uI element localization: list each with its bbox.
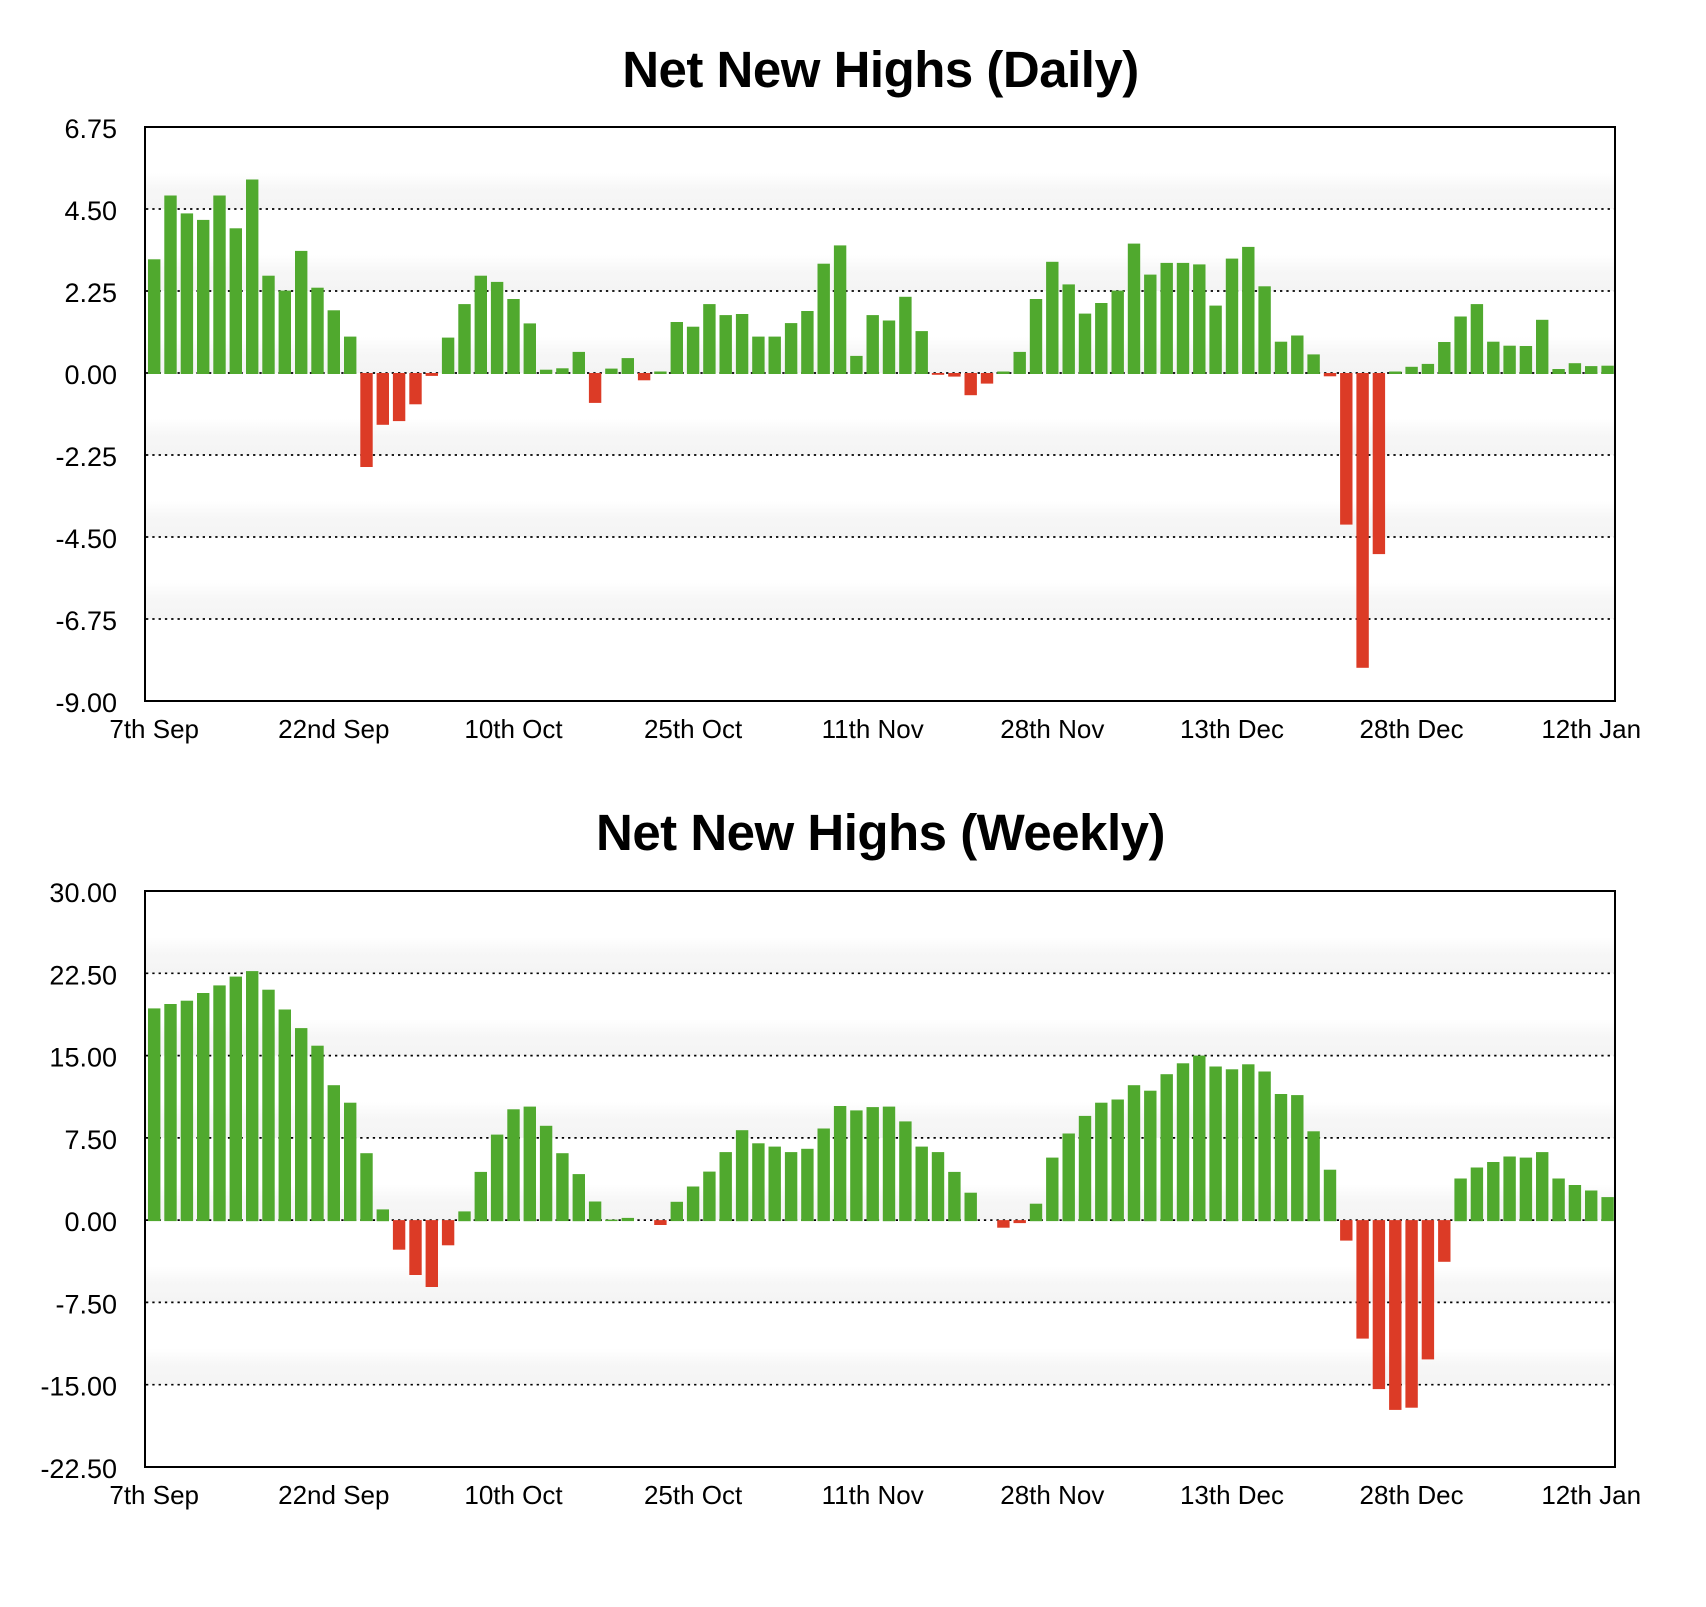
svg-text:28th Nov: 28th Nov — [1000, 1480, 1104, 1510]
svg-text:25th Oct: 25th Oct — [644, 714, 743, 744]
svg-text:13th Dec: 13th Dec — [1180, 1480, 1284, 1510]
svg-text:-4.50: -4.50 — [55, 524, 117, 554]
svg-text:28th Nov: 28th Nov — [1000, 714, 1104, 744]
svg-text:10th Oct: 10th Oct — [464, 714, 563, 744]
svg-text:Net New Highs (Weekly): Net New Highs (Weekly) — [596, 804, 1165, 861]
svg-text:28th Dec: 28th Dec — [1360, 1480, 1464, 1510]
svg-text:-9.00: -9.00 — [55, 688, 117, 718]
svg-text:22.50: 22.50 — [49, 960, 117, 990]
svg-text:13th Dec: 13th Dec — [1180, 714, 1284, 744]
svg-text:11th Nov: 11th Nov — [822, 1480, 924, 1510]
svg-text:11th Nov: 11th Nov — [822, 714, 924, 744]
svg-text:12th Jan: 12th Jan — [1541, 1480, 1641, 1510]
svg-text:0.00: 0.00 — [64, 360, 117, 390]
svg-text:28th Dec: 28th Dec — [1360, 714, 1464, 744]
svg-text:12th Jan: 12th Jan — [1541, 714, 1641, 744]
svg-text:30.00: 30.00 — [49, 878, 117, 908]
svg-text:2.25: 2.25 — [64, 278, 117, 308]
svg-text:Net New Highs (Daily): Net New Highs (Daily) — [622, 41, 1139, 98]
svg-text:-6.75: -6.75 — [55, 606, 117, 636]
svg-text:7th Sep: 7th Sep — [109, 714, 199, 744]
svg-text:7th Sep: 7th Sep — [109, 1480, 199, 1510]
svg-text:-22.50: -22.50 — [40, 1454, 117, 1484]
svg-text:22nd Sep: 22nd Sep — [278, 1480, 389, 1510]
svg-text:-7.50: -7.50 — [55, 1289, 117, 1319]
svg-text:6.75: 6.75 — [64, 114, 117, 144]
svg-text:15.00: 15.00 — [49, 1043, 117, 1073]
svg-text:4.50: 4.50 — [64, 196, 117, 226]
svg-text:10th Oct: 10th Oct — [464, 1480, 563, 1510]
svg-text:7.50: 7.50 — [64, 1125, 117, 1155]
svg-text:-2.25: -2.25 — [55, 442, 117, 472]
svg-text:25th Oct: 25th Oct — [644, 1480, 743, 1510]
svg-text:-15.00: -15.00 — [40, 1372, 117, 1402]
svg-text:0.00: 0.00 — [64, 1207, 117, 1237]
svg-text:22nd Sep: 22nd Sep — [278, 714, 389, 744]
